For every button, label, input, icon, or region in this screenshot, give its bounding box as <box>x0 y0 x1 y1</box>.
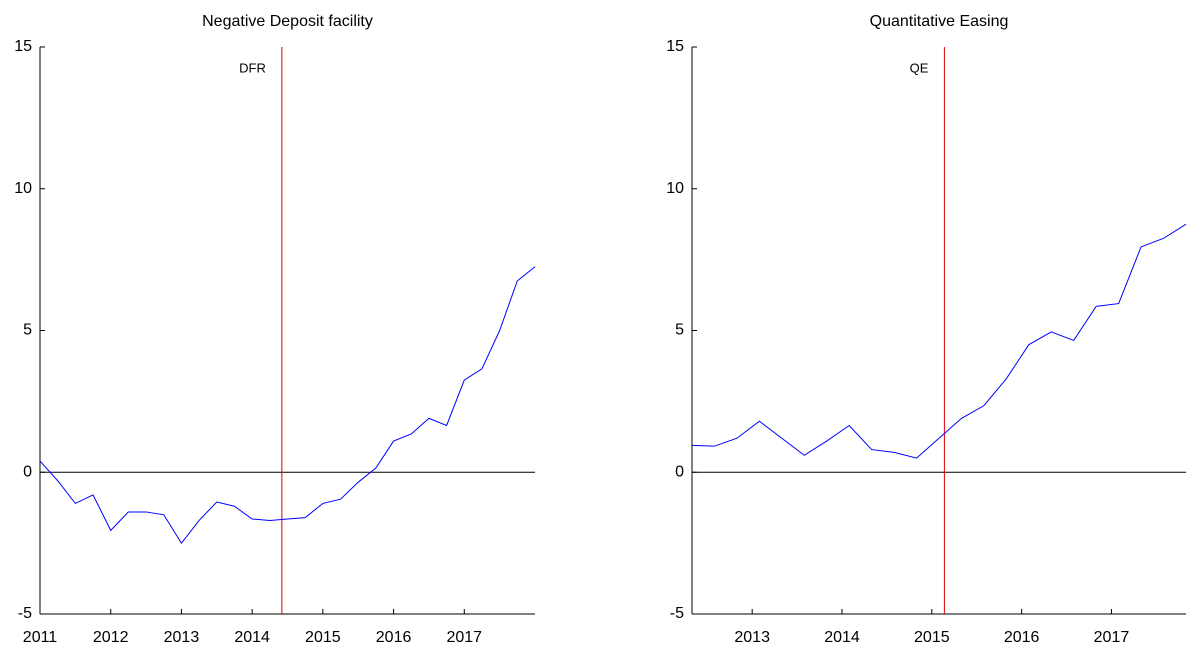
data-line <box>39 266 536 544</box>
y-tick-label: -5 <box>18 605 32 622</box>
x-tick-label: 2016 <box>376 629 412 646</box>
x-tick-label: 2014 <box>824 629 860 646</box>
y-tick-label: 15 <box>14 38 32 55</box>
x-tick-label: 2016 <box>1004 629 1040 646</box>
y-tick-label: 5 <box>23 322 32 339</box>
chart-title: Negative Deposit facility <box>202 13 373 30</box>
chart-title: Quantitative Easing <box>870 13 1009 30</box>
y-tick-label: 0 <box>23 463 32 480</box>
event-label: DFR <box>239 60 266 75</box>
x-tick-label: 2017 <box>446 629 482 646</box>
x-tick-label: 2015 <box>305 629 341 646</box>
y-tick-label: -5 <box>670 605 684 622</box>
x-tick-label: 2012 <box>93 629 129 646</box>
y-tick-label: 10 <box>666 180 684 197</box>
y-tick-label: 15 <box>666 38 684 55</box>
event-label: QE <box>910 60 929 75</box>
x-tick-label: 2011 <box>23 629 58 646</box>
x-tick-label: 2014 <box>234 629 270 646</box>
x-tick-label: 2017 <box>1094 629 1130 646</box>
x-tick-label: 2015 <box>914 629 950 646</box>
y-tick-label: 5 <box>675 322 684 339</box>
y-tick-label: 10 <box>14 180 32 197</box>
x-tick-label: 2013 <box>164 629 200 646</box>
x-tick-label: 2013 <box>734 629 770 646</box>
data-line <box>691 223 1187 459</box>
y-tick-label: 0 <box>675 463 684 480</box>
